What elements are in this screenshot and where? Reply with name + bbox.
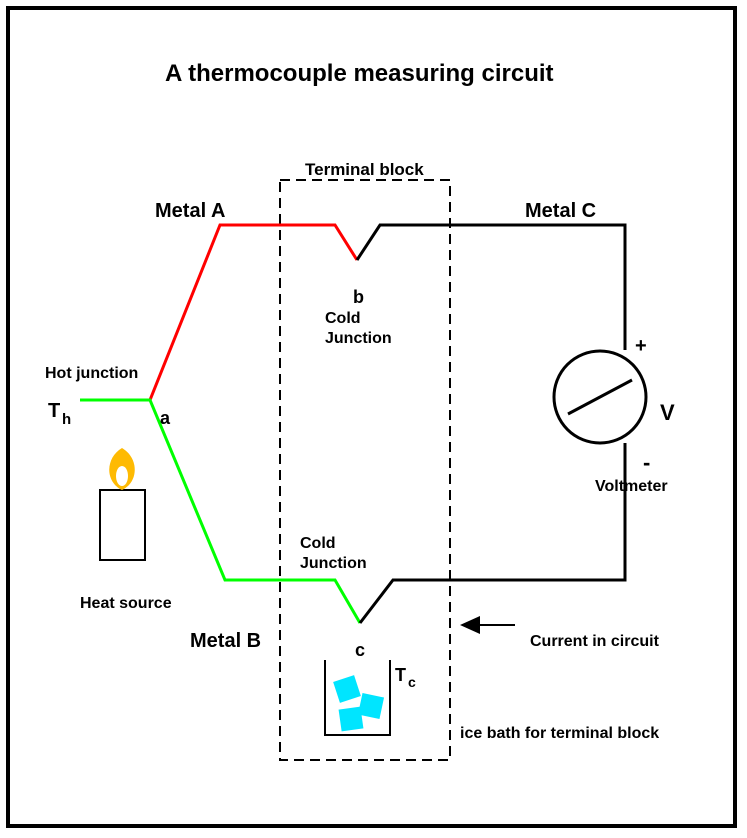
label-terminal-block: Terminal block — [305, 160, 424, 180]
diagram-svg — [0, 0, 747, 838]
terminal-block-box — [280, 180, 450, 760]
label-cold-junction-bot-2: Junction — [300, 555, 367, 573]
label-current: Current in circuit — [530, 633, 659, 651]
current-arrow-head — [460, 616, 480, 634]
label-hot-junction: Hot junction — [45, 365, 138, 383]
label-point-b: b — [353, 287, 364, 308]
label-metal-c: Metal C — [525, 200, 596, 223]
label-th-h: h — [62, 411, 71, 428]
label-point-a: a — [160, 408, 170, 429]
candle-flame-inner — [116, 466, 128, 486]
wire-metal-c-bottom — [360, 443, 625, 623]
ice-cube-3 — [339, 707, 364, 732]
label-metal-a: Metal A — [155, 200, 225, 223]
candle-body — [100, 490, 145, 560]
label-point-c: c — [355, 640, 365, 661]
label-metal-b: Metal B — [190, 630, 261, 653]
label-heat-source: Heat source — [80, 595, 172, 613]
label-plus: + — [635, 335, 647, 358]
label-tc-c: c — [408, 674, 416, 690]
label-v: V — [660, 400, 675, 426]
label-cold-junction-bot-1: Cold — [300, 535, 336, 553]
label-th-t: T — [48, 400, 60, 423]
label-cold-junction-top-2: Junction — [325, 330, 392, 348]
label-ice-bath: ice bath for terminal block — [460, 725, 659, 743]
label-cold-junction-top-1: Cold — [325, 310, 361, 328]
ice-cube-1 — [333, 675, 361, 703]
ice-cube-2 — [358, 693, 384, 719]
label-tc-t: T — [395, 665, 406, 686]
label-minus: - — [643, 450, 650, 476]
label-voltmeter: Voltmeter — [595, 478, 668, 496]
thermocouple-diagram: { "title": "A thermocouple measuring cir… — [0, 0, 747, 838]
wire-metal-c-top — [357, 225, 625, 350]
